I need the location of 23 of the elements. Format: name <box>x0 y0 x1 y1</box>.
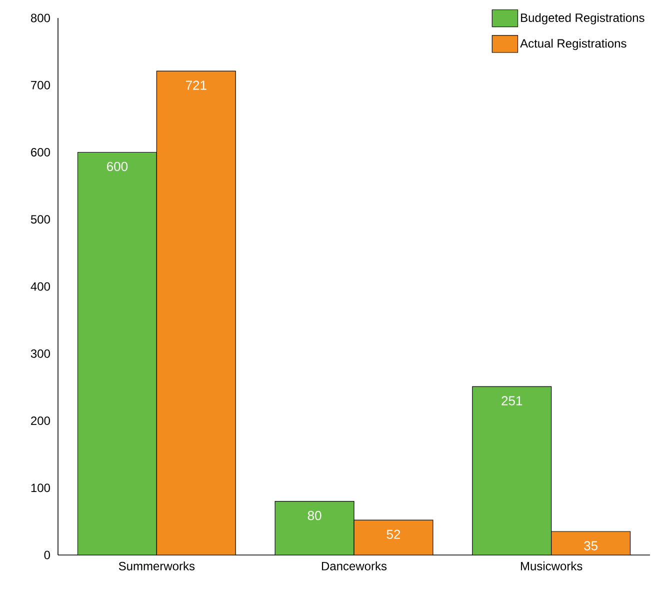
bar <box>156 70 236 555</box>
legend-label: Actual Registrations <box>520 38 626 50</box>
y-tick-label: 800 <box>30 14 50 22</box>
data-label: 600 <box>107 162 128 172</box>
legend-label: Budgeted Registrations <box>521 13 644 24</box>
bar <box>354 520 434 555</box>
data-label: 80 <box>308 510 322 520</box>
x-tick-label: Summerworks <box>118 562 195 570</box>
y-tick-label: 600 <box>31 148 50 156</box>
x-tick-label: Danceworks <box>322 562 387 570</box>
data-label: 35 <box>584 541 598 550</box>
y-tick-label: 200 <box>31 416 50 425</box>
y-tick-label: 300 <box>30 349 50 358</box>
data-label: 721 <box>186 80 206 90</box>
x-tick-label: Musicworks <box>520 562 582 570</box>
y-tick-label: 400 <box>30 282 50 291</box>
y-tick-label: 500 <box>30 215 50 224</box>
data-label: 52 <box>386 530 400 539</box>
bar <box>551 531 631 555</box>
y-tick-label: 0 <box>44 550 50 560</box>
y-tick-label: 100 <box>31 484 50 492</box>
data-label: 251 <box>502 396 522 406</box>
y-tick-label: 700 <box>31 80 50 90</box>
